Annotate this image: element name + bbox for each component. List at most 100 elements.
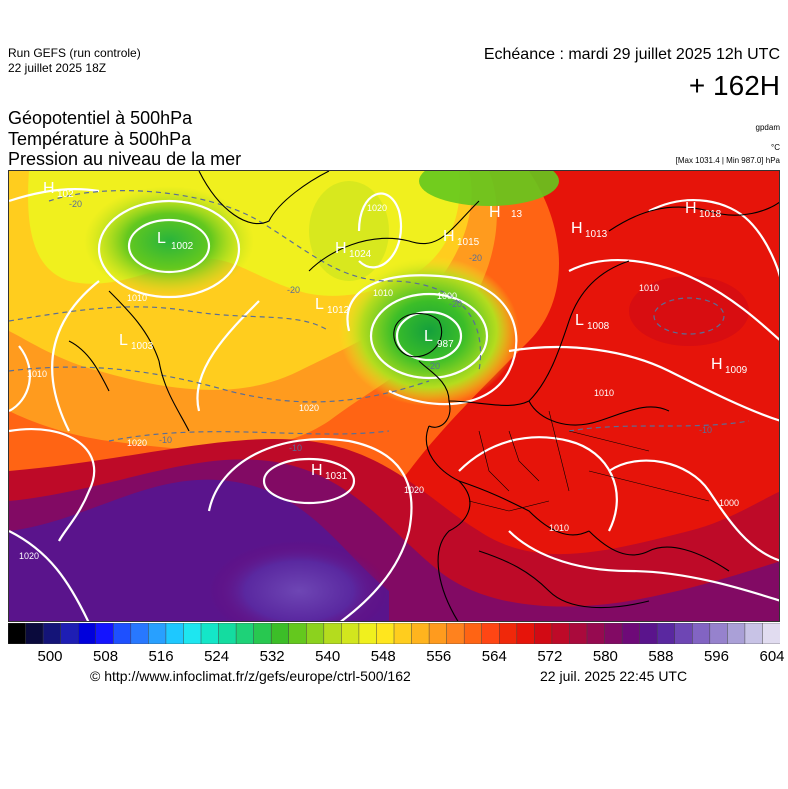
- svg-text:1020: 1020: [127, 438, 147, 448]
- colorbar-swatch: [499, 623, 518, 644]
- svg-text:1010: 1010: [27, 369, 47, 379]
- svg-text:1015: 1015: [457, 237, 480, 248]
- colorbar-label: 516: [148, 648, 174, 665]
- svg-text:1012: 1012: [327, 305, 350, 316]
- pressure-centre-l: L: [575, 312, 584, 329]
- svg-text:1000: 1000: [719, 498, 739, 508]
- svg-text:13: 13: [511, 209, 523, 220]
- svg-text:1009: 1009: [725, 365, 748, 376]
- unit-temperature: °C: [771, 143, 780, 152]
- colorbar-swatch: [621, 623, 641, 644]
- colorbar-swatch: [77, 623, 97, 644]
- colorbar-swatch: [569, 623, 588, 644]
- svg-text:1020: 1020: [367, 203, 387, 213]
- colorbar-swatch: [604, 623, 623, 644]
- svg-text:1003: 1003: [131, 341, 154, 352]
- pressure-centre-h: H: [311, 462, 323, 479]
- colorbar-swatch: [586, 623, 606, 644]
- svg-text:-20: -20: [449, 299, 462, 309]
- parameter-geopotential: Géopotentiel à 500hPa: [8, 108, 193, 128]
- colorbar-swatch: [744, 623, 764, 644]
- colorbar-swatch: [376, 623, 395, 644]
- colorbar-swatch: [762, 623, 780, 644]
- colorbar-swatch: [709, 623, 729, 644]
- valid-time: Echéance : mardi 29 juillet 2025 12h UTC: [483, 46, 780, 63]
- colorbar-label: 524: [204, 648, 230, 665]
- svg-text:1013: 1013: [585, 229, 608, 240]
- svg-text:102: 102: [57, 189, 74, 200]
- colorbar-swatch: [727, 623, 746, 644]
- colorbar-swatch: [516, 623, 536, 644]
- pressure-centre-h: H: [711, 356, 723, 373]
- colorbar-label: 564: [481, 648, 507, 665]
- svg-text:1031: 1031: [325, 471, 348, 482]
- source-url: © http://www.infoclimat.fr/z/gefs/europe…: [90, 668, 411, 684]
- colorbar-swatch: [674, 623, 694, 644]
- colorbar-label: 508: [93, 648, 119, 665]
- pressure-centre-h: H: [489, 204, 501, 221]
- pressure-centre-l: L: [157, 230, 166, 247]
- colorbar-label: 588: [648, 648, 674, 665]
- colorbar-swatch: [253, 623, 272, 644]
- svg-text:-10: -10: [699, 425, 712, 435]
- colorbar-label: 572: [537, 648, 563, 665]
- svg-text:-20: -20: [469, 253, 482, 263]
- run-title: Run GEFS (run controle): [8, 46, 141, 60]
- run-date: 22 juillet 2025 18Z: [8, 61, 107, 75]
- colorbar-swatch: [113, 623, 132, 644]
- colorbar-swatch: [639, 623, 658, 644]
- colorbar-swatch: [341, 623, 360, 644]
- svg-text:1000: 1000: [437, 291, 457, 301]
- colorbar-swatch: [551, 623, 571, 644]
- svg-text:1010: 1010: [594, 388, 614, 398]
- colorbar-swatch: [393, 623, 413, 644]
- svg-text:1010: 1010: [549, 523, 569, 533]
- colorbar-swatch: [463, 623, 483, 644]
- lead-time: + 162H: [688, 70, 780, 101]
- colorbar-swatch: [358, 623, 378, 644]
- colorbar-swatch: [95, 623, 115, 644]
- svg-text:1010: 1010: [639, 283, 659, 293]
- colorbar-labels: 500 508 516 524 532 540 548 556 564 572 580 588 596 6…: [8, 648, 784, 668]
- svg-text:1002: 1002: [171, 241, 194, 252]
- colorbar-label: 500: [37, 648, 63, 665]
- colorbar-label: 604: [759, 648, 785, 665]
- colorbar-swatch: [42, 623, 62, 644]
- svg-text:-10: -10: [159, 435, 172, 445]
- colorbar-label: 540: [315, 648, 341, 665]
- svg-text:1010: 1010: [373, 288, 393, 298]
- colorbar-swatch: [148, 623, 167, 644]
- pressure-centre-h: H: [443, 228, 455, 245]
- colorbar-label: 548: [370, 648, 396, 665]
- svg-text:1008: 1008: [587, 321, 610, 332]
- pressure-centre-h: H: [43, 180, 55, 197]
- colorbar-swatch: [235, 623, 255, 644]
- colorbar-swatch: [411, 623, 430, 644]
- colorbar-swatch: [446, 623, 465, 644]
- colorbar-label: 596: [703, 648, 729, 665]
- weather-map: H 102 L 1002 H 1024 H 1015 H 13 H 1018 H…: [8, 170, 780, 622]
- colorbar-swatch: [323, 623, 343, 644]
- colorbar-swatch: [288, 623, 308, 644]
- svg-text:1010: 1010: [127, 293, 147, 303]
- colorbar-swatch: [218, 623, 237, 644]
- unit-geopotential: gpdam: [755, 123, 780, 132]
- colorbar-label: 580: [592, 648, 618, 665]
- parameter-mslp: Pression au niveau de la mer: [8, 149, 242, 169]
- pressure-centre-l: L: [315, 296, 324, 313]
- colorbar-swatch: [165, 623, 185, 644]
- parameter-temperature: Température à 500hPa: [8, 129, 192, 149]
- colorbar-swatch: [428, 623, 448, 644]
- pressure-centre-h: H: [335, 240, 347, 257]
- colorbar-swatch: [270, 623, 290, 644]
- colorbar-swatch: [692, 623, 711, 644]
- svg-text:1020: 1020: [404, 485, 424, 495]
- svg-text:1024: 1024: [349, 249, 372, 260]
- colorbar-swatch: [25, 623, 44, 644]
- colorbar-swatch: [130, 623, 150, 644]
- colorbar-swatch: [200, 623, 220, 644]
- svg-text:1020: 1020: [19, 551, 39, 561]
- svg-text:-10: -10: [289, 443, 302, 453]
- svg-text:987: 987: [437, 339, 454, 350]
- pressure-centre-h: H: [571, 220, 583, 237]
